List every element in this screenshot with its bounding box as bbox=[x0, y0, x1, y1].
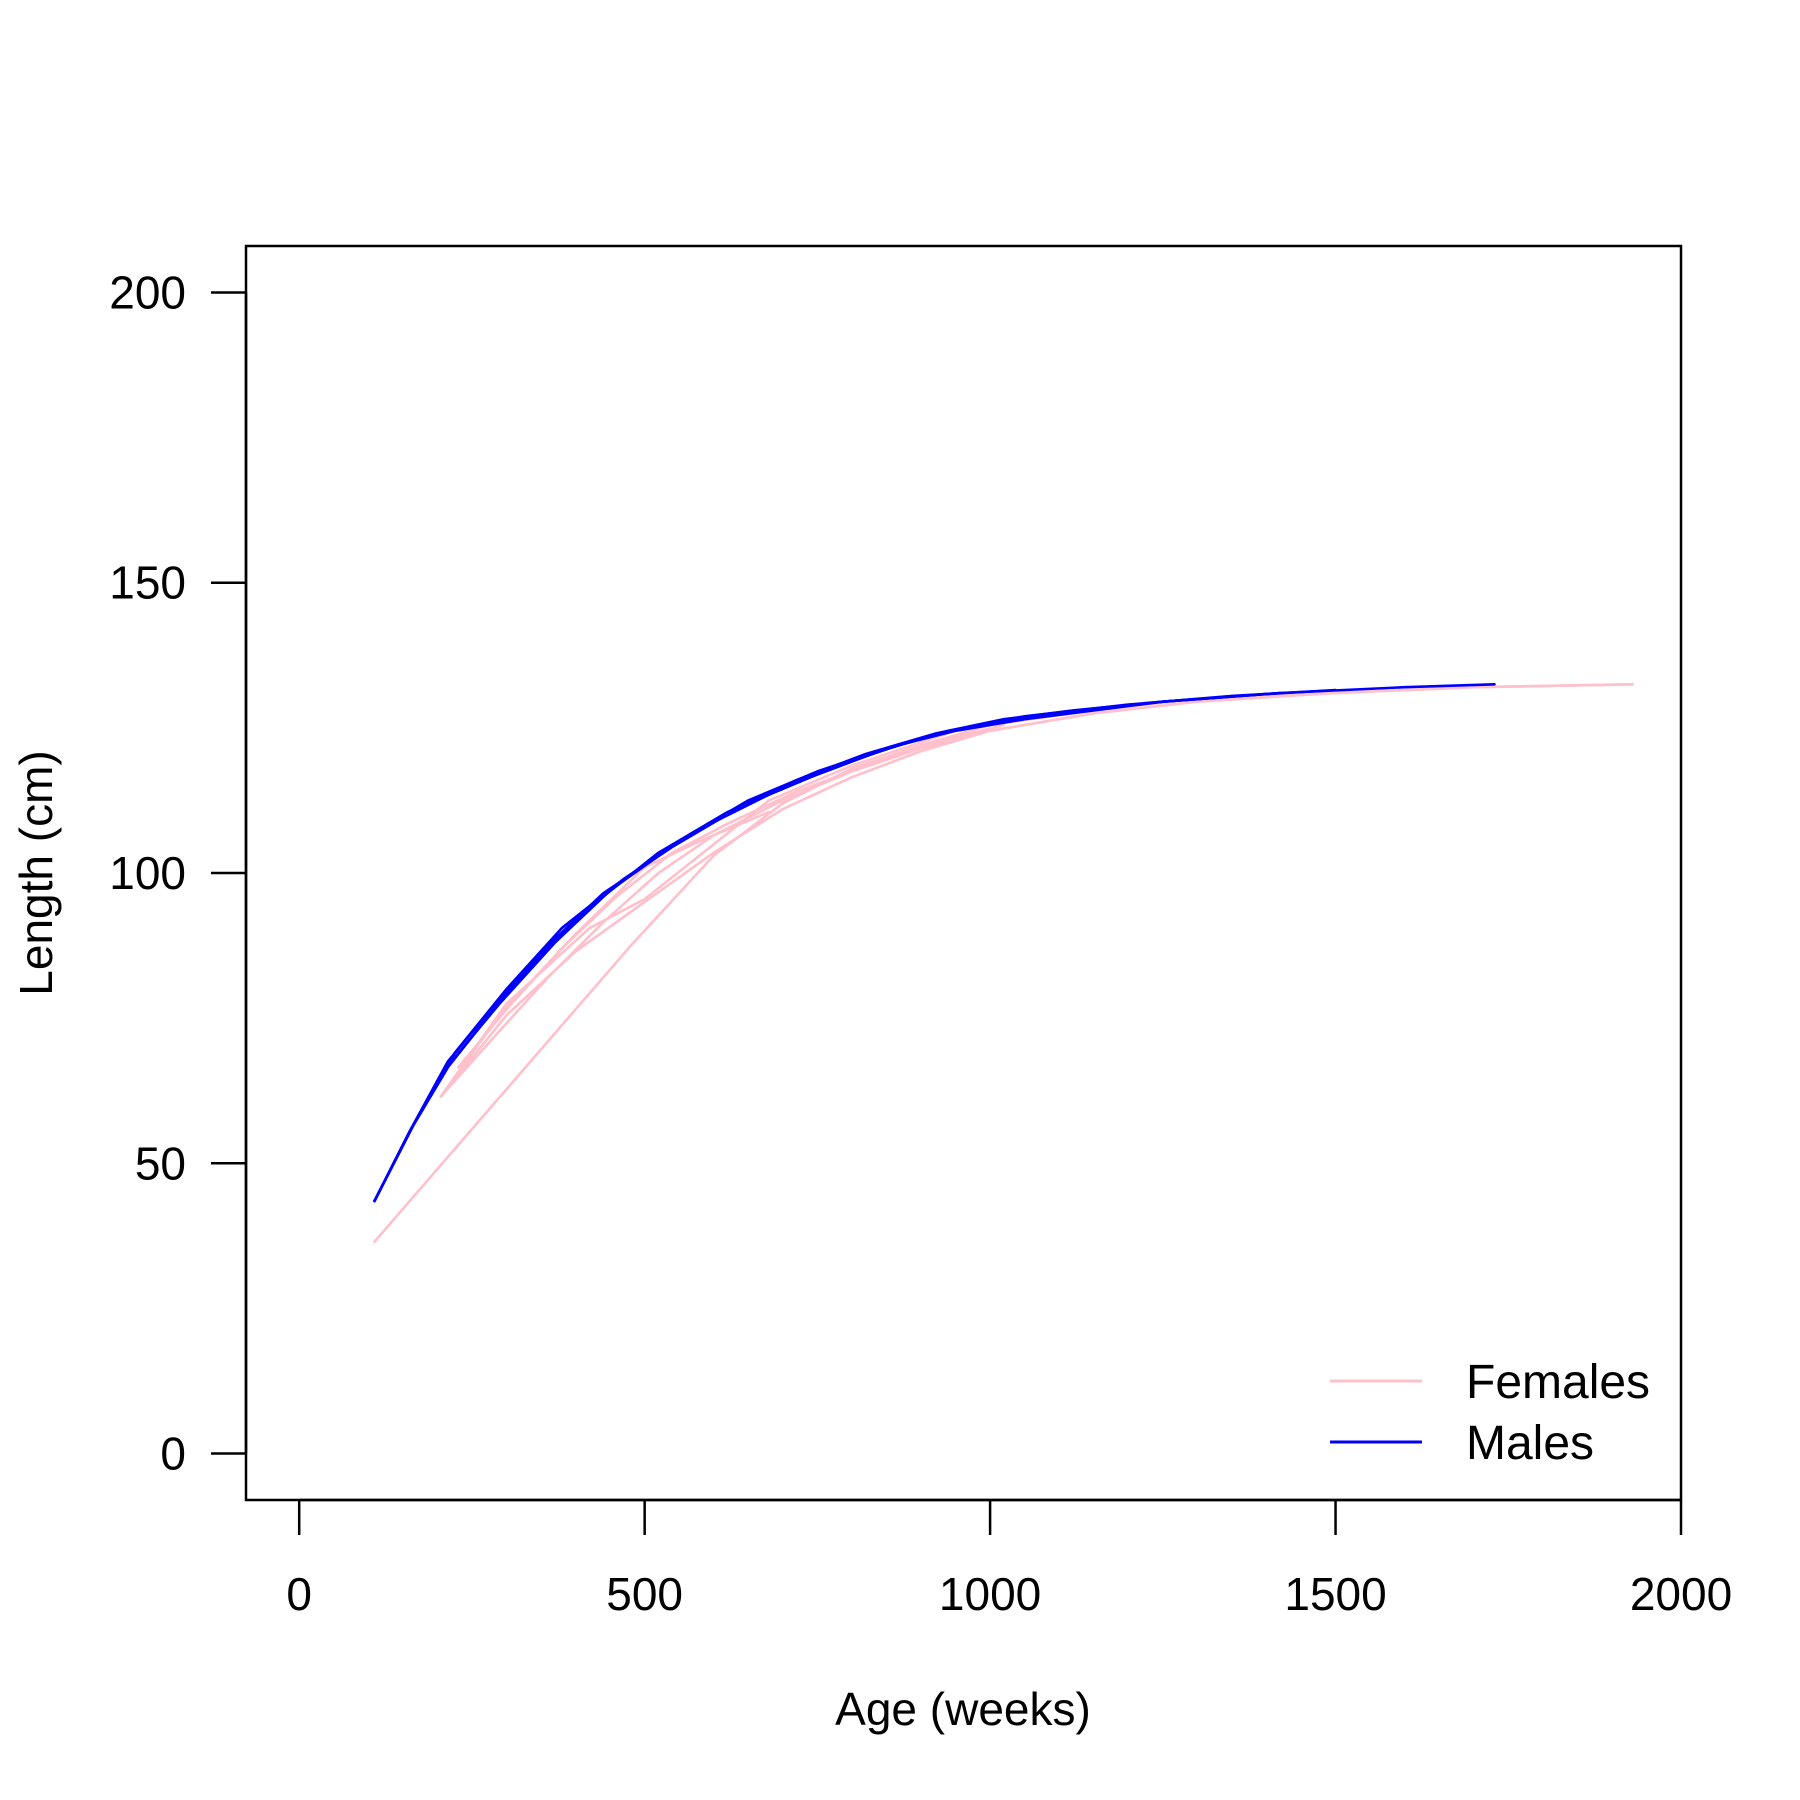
y-tick-label: 0 bbox=[160, 1428, 186, 1480]
legend: Females Males bbox=[1330, 1356, 1650, 1470]
series-line-females-9 bbox=[439, 729, 957, 1098]
x-axis-title: Age (weeks) bbox=[835, 1683, 1091, 1735]
x-tick-label: 1500 bbox=[1284, 1568, 1386, 1620]
x-tick-label: 2000 bbox=[1630, 1568, 1732, 1620]
y-tick-label: 200 bbox=[109, 266, 186, 318]
y-tick-label: 150 bbox=[109, 557, 186, 609]
legend-label-males: Males bbox=[1466, 1417, 1594, 1470]
series-line-females-8 bbox=[456, 723, 1006, 1069]
x-axis: 0 500 1000 1500 2000 bbox=[286, 1498, 1732, 1620]
series-line-females-6 bbox=[439, 682, 1634, 1098]
x-tick-label: 0 bbox=[286, 1568, 312, 1620]
x-tick-label: 1000 bbox=[939, 1568, 1041, 1620]
series-line-males-3 bbox=[373, 682, 1496, 1203]
series-line-females-7 bbox=[439, 711, 1095, 1098]
series-layer bbox=[373, 682, 1634, 1243]
y-axis-title: Length (cm) bbox=[10, 750, 62, 995]
y-tick-label: 100 bbox=[109, 847, 186, 899]
legend-label-females: Females bbox=[1466, 1356, 1650, 1409]
series-line-males-4 bbox=[373, 688, 1337, 1203]
x-tick-label: 500 bbox=[606, 1568, 683, 1620]
y-tick-label: 50 bbox=[135, 1137, 186, 1189]
series-line-females-10 bbox=[439, 810, 771, 1098]
plot-frame bbox=[244, 244, 1683, 1502]
y-axis: 0 50 100 150 200 bbox=[109, 266, 248, 1480]
